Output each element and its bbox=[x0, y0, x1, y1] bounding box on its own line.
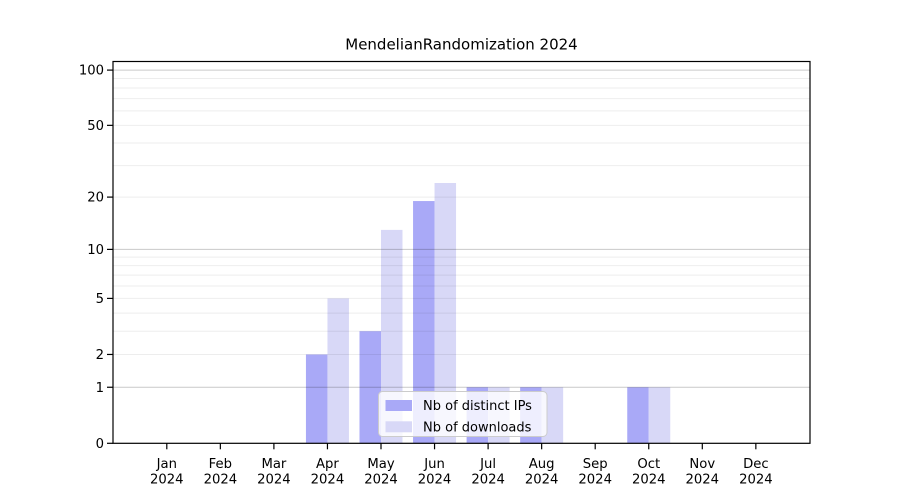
x-tick-label-month-oct: Oct bbox=[637, 457, 660, 472]
legend: Nb of distinct IPs Nb of downloads bbox=[378, 391, 548, 437]
y-tick-label: 50 bbox=[87, 119, 104, 134]
grid-layer bbox=[113, 69, 810, 388]
legend-swatch-downloads bbox=[385, 421, 412, 433]
x-tick-label-year: 2024 bbox=[525, 472, 559, 487]
x-tick-label-month-jun: Jun bbox=[423, 457, 445, 472]
y-tick-label: 20 bbox=[87, 191, 104, 206]
chart-title: MendelianRandomization 2024 bbox=[345, 36, 577, 54]
y-tick-label: 2 bbox=[96, 348, 104, 363]
bar-distinct-ips-apr bbox=[305, 354, 328, 444]
x-tick-label-year: 2024 bbox=[418, 472, 452, 487]
y-tick-label: 5 bbox=[96, 292, 104, 307]
x-tick-label-month-jan: Jan bbox=[156, 457, 177, 472]
x-tick-label-year: 2024 bbox=[632, 472, 666, 487]
x-tick-label-year: 2024 bbox=[257, 472, 291, 487]
bar-downloads-may bbox=[381, 229, 403, 444]
y-tick-label: 100 bbox=[79, 64, 104, 79]
plot-border bbox=[112, 60, 811, 444]
bar-distinct-ips-may bbox=[359, 331, 381, 444]
x-tick-label-month-nov: Nov bbox=[689, 457, 715, 472]
y-tick-label: 10 bbox=[87, 243, 104, 258]
x-tick-label-year: 2024 bbox=[204, 472, 238, 487]
x-tick-label-month-mar: Mar bbox=[261, 457, 286, 472]
x-tick-label-month-feb: Feb bbox=[209, 457, 232, 472]
x-tick-label-month-apr: Apr bbox=[316, 457, 339, 472]
x-tick-label-year: 2024 bbox=[471, 472, 505, 487]
legend-swatch-distinct-ips bbox=[385, 400, 412, 411]
x-tick-label-month-may: May bbox=[367, 457, 394, 472]
x-tick-label-year: 2024 bbox=[311, 472, 345, 487]
legend-box bbox=[378, 391, 548, 437]
bar-distinct-ips-jun bbox=[413, 201, 435, 444]
y-tick-label: 1 bbox=[96, 381, 104, 396]
bar-downloads-oct bbox=[648, 387, 671, 444]
x-tick-label-month-sep: Sep bbox=[583, 457, 608, 472]
x-tick-label-year: 2024 bbox=[578, 472, 612, 487]
bar-downloads-apr bbox=[327, 298, 349, 444]
legend-label-distinct-ips: Nb of distinct IPs bbox=[423, 399, 532, 414]
legend-label-downloads: Nb of downloads bbox=[423, 420, 532, 435]
bar-distinct-ips-oct bbox=[627, 387, 649, 444]
x-tick-label-month-aug: Aug bbox=[529, 457, 555, 472]
x-tick-label-year: 2024 bbox=[739, 472, 773, 487]
y-tick-label: 0 bbox=[96, 437, 104, 452]
x-tick-label-year: 2024 bbox=[686, 472, 720, 487]
bar-downloads-jun bbox=[434, 183, 457, 444]
axes-layer: 0125102050100Jan2024Feb2024Mar2024Apr202… bbox=[79, 60, 811, 487]
x-tick-label-year: 2024 bbox=[364, 472, 398, 487]
x-tick-label-year: 2024 bbox=[150, 472, 184, 487]
x-tick-label-month-dec: Dec bbox=[743, 457, 769, 472]
x-tick-label-month-jul: Jul bbox=[479, 457, 496, 472]
